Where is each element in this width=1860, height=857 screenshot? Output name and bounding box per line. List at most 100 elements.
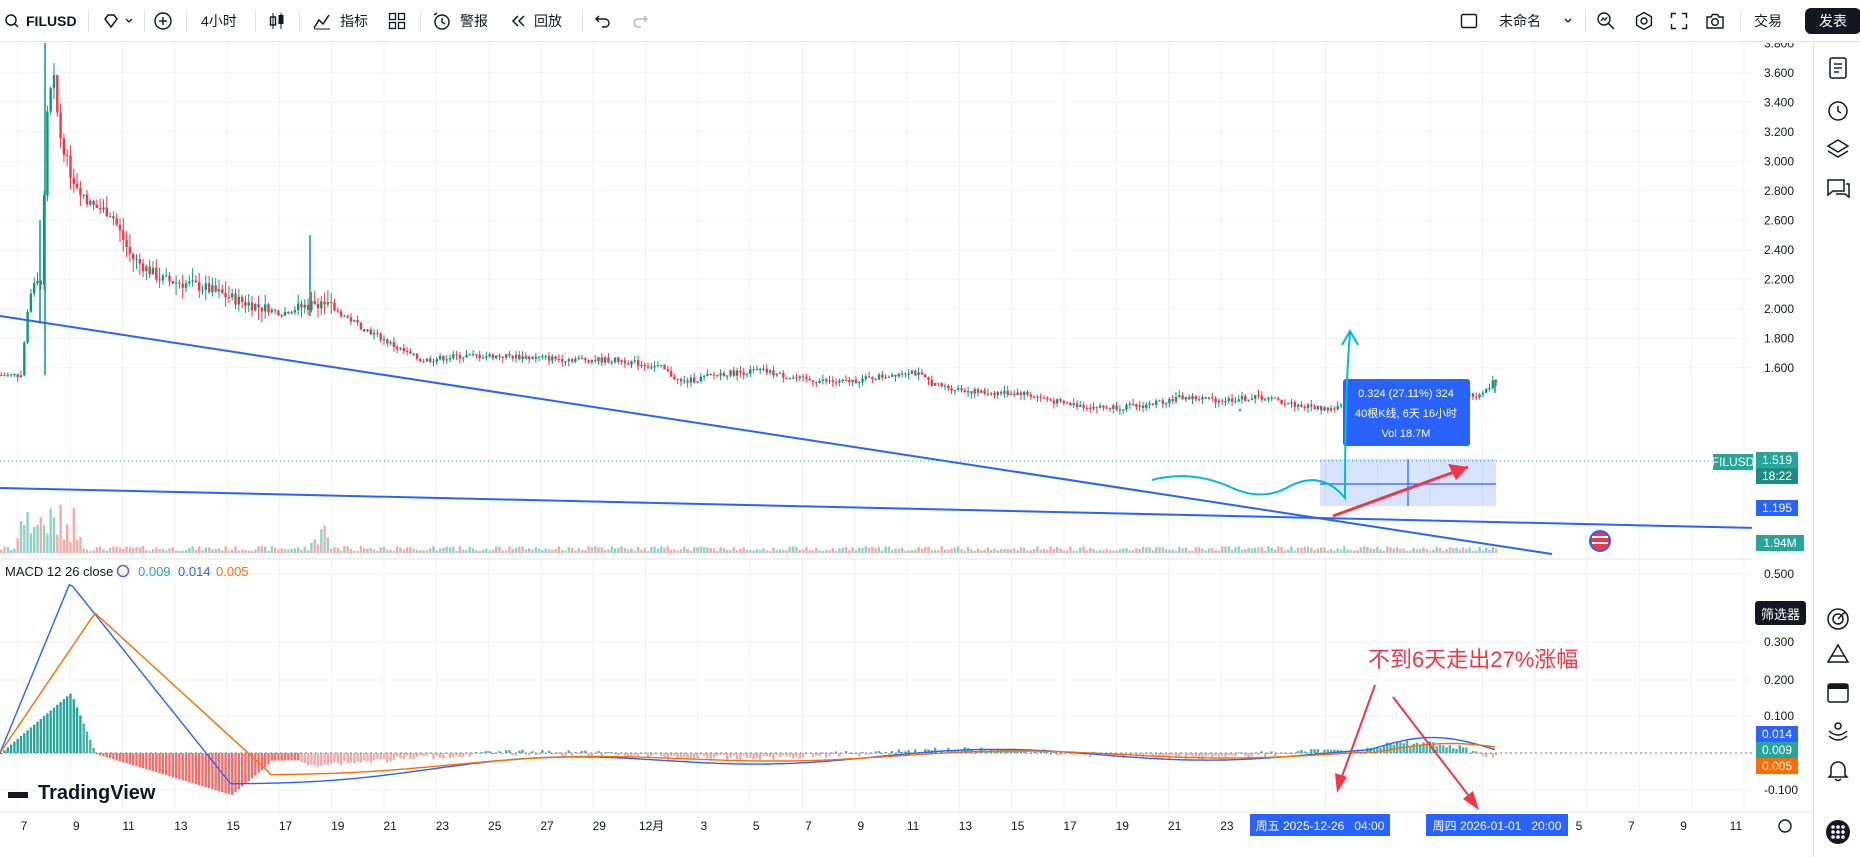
time-tick: 21 (1168, 819, 1182, 833)
bell-icon[interactable] (1825, 757, 1851, 783)
time-cursor-start-bg (1250, 814, 1390, 836)
search-icon (5, 14, 19, 28)
interval-button[interactable]: 4小时 (201, 13, 237, 29)
settings-button[interactable] (1634, 0, 1654, 42)
redo-button[interactable] (631, 0, 649, 42)
indicators-button[interactable]: 指标 (312, 0, 368, 42)
toolbar-divider (420, 10, 421, 32)
time-tick: 9 (1680, 819, 1687, 833)
chevron-down-icon (125, 18, 133, 23)
undo-button[interactable] (594, 0, 612, 42)
time-tick: 19 (1116, 819, 1130, 833)
macd-tick: 0.100 (1764, 709, 1794, 723)
measure-low-tag-bg (1756, 500, 1798, 516)
measure-low-tag: 1.195 (1762, 501, 1792, 515)
layers-icon[interactable] (1825, 136, 1851, 162)
indicators-icon (313, 14, 330, 30)
compare-symbol-button[interactable] (153, 0, 173, 42)
zoom-chart-icon (1597, 12, 1615, 30)
chat-icon[interactable] (1825, 175, 1851, 201)
toolbar-divider (582, 10, 583, 32)
snapshot-button[interactable] (1705, 0, 1725, 42)
macd-legend-macd: 0.009 (138, 564, 171, 579)
apps-grid-icon[interactable] (1825, 819, 1851, 845)
pyramid-icon[interactable] (1825, 641, 1851, 667)
macd-tick: 0.500 (1764, 567, 1794, 581)
templates-button[interactable] (388, 0, 406, 42)
time-tick: 9 (1395, 819, 1402, 833)
toolbar-divider (255, 10, 256, 32)
price-tick: 3.000 (1764, 154, 1794, 168)
time-tick: 7 (21, 819, 28, 833)
replay-label: 回放 (534, 13, 562, 29)
upper-trend-line[interactable] (0, 315, 1553, 555)
trade-button[interactable]: 交易 (1754, 13, 1782, 29)
chart-canvas[interactable]: 0.324 (27.11%) 324 40根K线, 6天 16小时 Vol 18… (0, 43, 1812, 857)
time-tick: 7 (1628, 819, 1635, 833)
macd-line (0, 583, 1496, 785)
screener-icon[interactable] (1825, 606, 1851, 632)
layout-select-toggle[interactable] (1460, 0, 1478, 42)
rewind-icon (511, 15, 525, 27)
right-sidebar (1813, 43, 1860, 857)
quick-search-button[interactable] (1596, 0, 1616, 42)
redo-icon (633, 15, 648, 28)
podcast-icon[interactable] (1825, 717, 1851, 743)
grid-icon (388, 12, 406, 30)
price-axis[interactable]: 4.2004.0003.8003.6003.4003.2003.0002.800… (1712, 43, 1812, 812)
time-tick: 11 (122, 819, 135, 833)
annotation-arrow-right[interactable] (1392, 696, 1473, 801)
axis-settings-icon[interactable] (1778, 819, 1792, 833)
layout-name-button[interactable]: 未命名 (1499, 0, 1573, 42)
hist-value-tag: 0.009 (1762, 743, 1792, 757)
price-tick: 3.600 (1764, 66, 1794, 80)
macd-legend-label[interactable]: MACD 12 26 close (5, 564, 113, 579)
signal-value-tag: 0.005 (1762, 759, 1792, 773)
macd-settings-icon[interactable] (116, 564, 130, 578)
projection-arrowhead (1341, 328, 1359, 346)
time-tick: 13 (959, 819, 973, 833)
time-axis[interactable]: 7 9 11 13 15 17 19 21 23 25 27 29 12月 3 5 7 9 11 13 15 17 19 2… (21, 819, 1743, 833)
screener-tooltip: 筛选器 (1755, 601, 1807, 625)
time-tick: 13 (174, 819, 188, 833)
volume-bars (0, 504, 1498, 553)
us-flag-icon[interactable] (1589, 530, 1611, 552)
fullscreen-icon (1670, 12, 1688, 30)
gear-icon (1635, 11, 1653, 31)
countdown-tag-bg (1756, 468, 1798, 484)
macd-tick: -0.100 (1764, 783, 1798, 797)
countdown-tag: 18:22 (1762, 469, 1792, 483)
publish-button[interactable]: 发表 (1805, 8, 1860, 34)
calendar-icon[interactable] (1825, 679, 1851, 705)
annotation-arrow-left[interactable] (1339, 684, 1376, 783)
macd-legend-signal: 0.014 (178, 564, 211, 579)
chart-type-button[interactable] (267, 0, 287, 42)
time-tick: 15 (1011, 819, 1025, 833)
price-tick: 2.600 (1764, 213, 1794, 227)
price-tick: 3.800 (1764, 43, 1794, 50)
stray-point (1238, 408, 1242, 412)
time-tick: 9 (857, 819, 864, 833)
symbol-search[interactable]: FILUSD (4, 0, 77, 42)
favorites-button[interactable] (102, 0, 134, 42)
chevron-down-icon (1564, 18, 1572, 23)
alarm-clock-icon[interactable] (1825, 97, 1851, 123)
annotation-text[interactable]: 不到6天走出27%涨幅 (1368, 647, 1578, 672)
price-tick: 2.800 (1764, 184, 1794, 198)
replay-button[interactable]: 回放 (510, 0, 562, 42)
watermark-text: TradingView (38, 782, 156, 804)
time-tick: 19 (331, 819, 345, 833)
toolbar-divider (88, 10, 89, 32)
projection-path[interactable] (1151, 332, 1351, 501)
time-tick: 9 (73, 819, 80, 833)
symbol-price-tag-bg (1713, 454, 1753, 470)
watchlist-icon[interactable] (1825, 55, 1851, 81)
price-tick: 2.000 (1764, 302, 1794, 316)
alert-button[interactable]: 警报 (432, 0, 488, 42)
lower-trend-line[interactable] (0, 487, 1759, 529)
time-tick: 23 (1220, 819, 1234, 833)
svg-text:▬: ▬ (8, 781, 28, 803)
toolbar-divider (144, 10, 145, 32)
fullscreen-button[interactable] (1670, 0, 1688, 42)
trend-arrow-line[interactable] (1332, 465, 1469, 518)
